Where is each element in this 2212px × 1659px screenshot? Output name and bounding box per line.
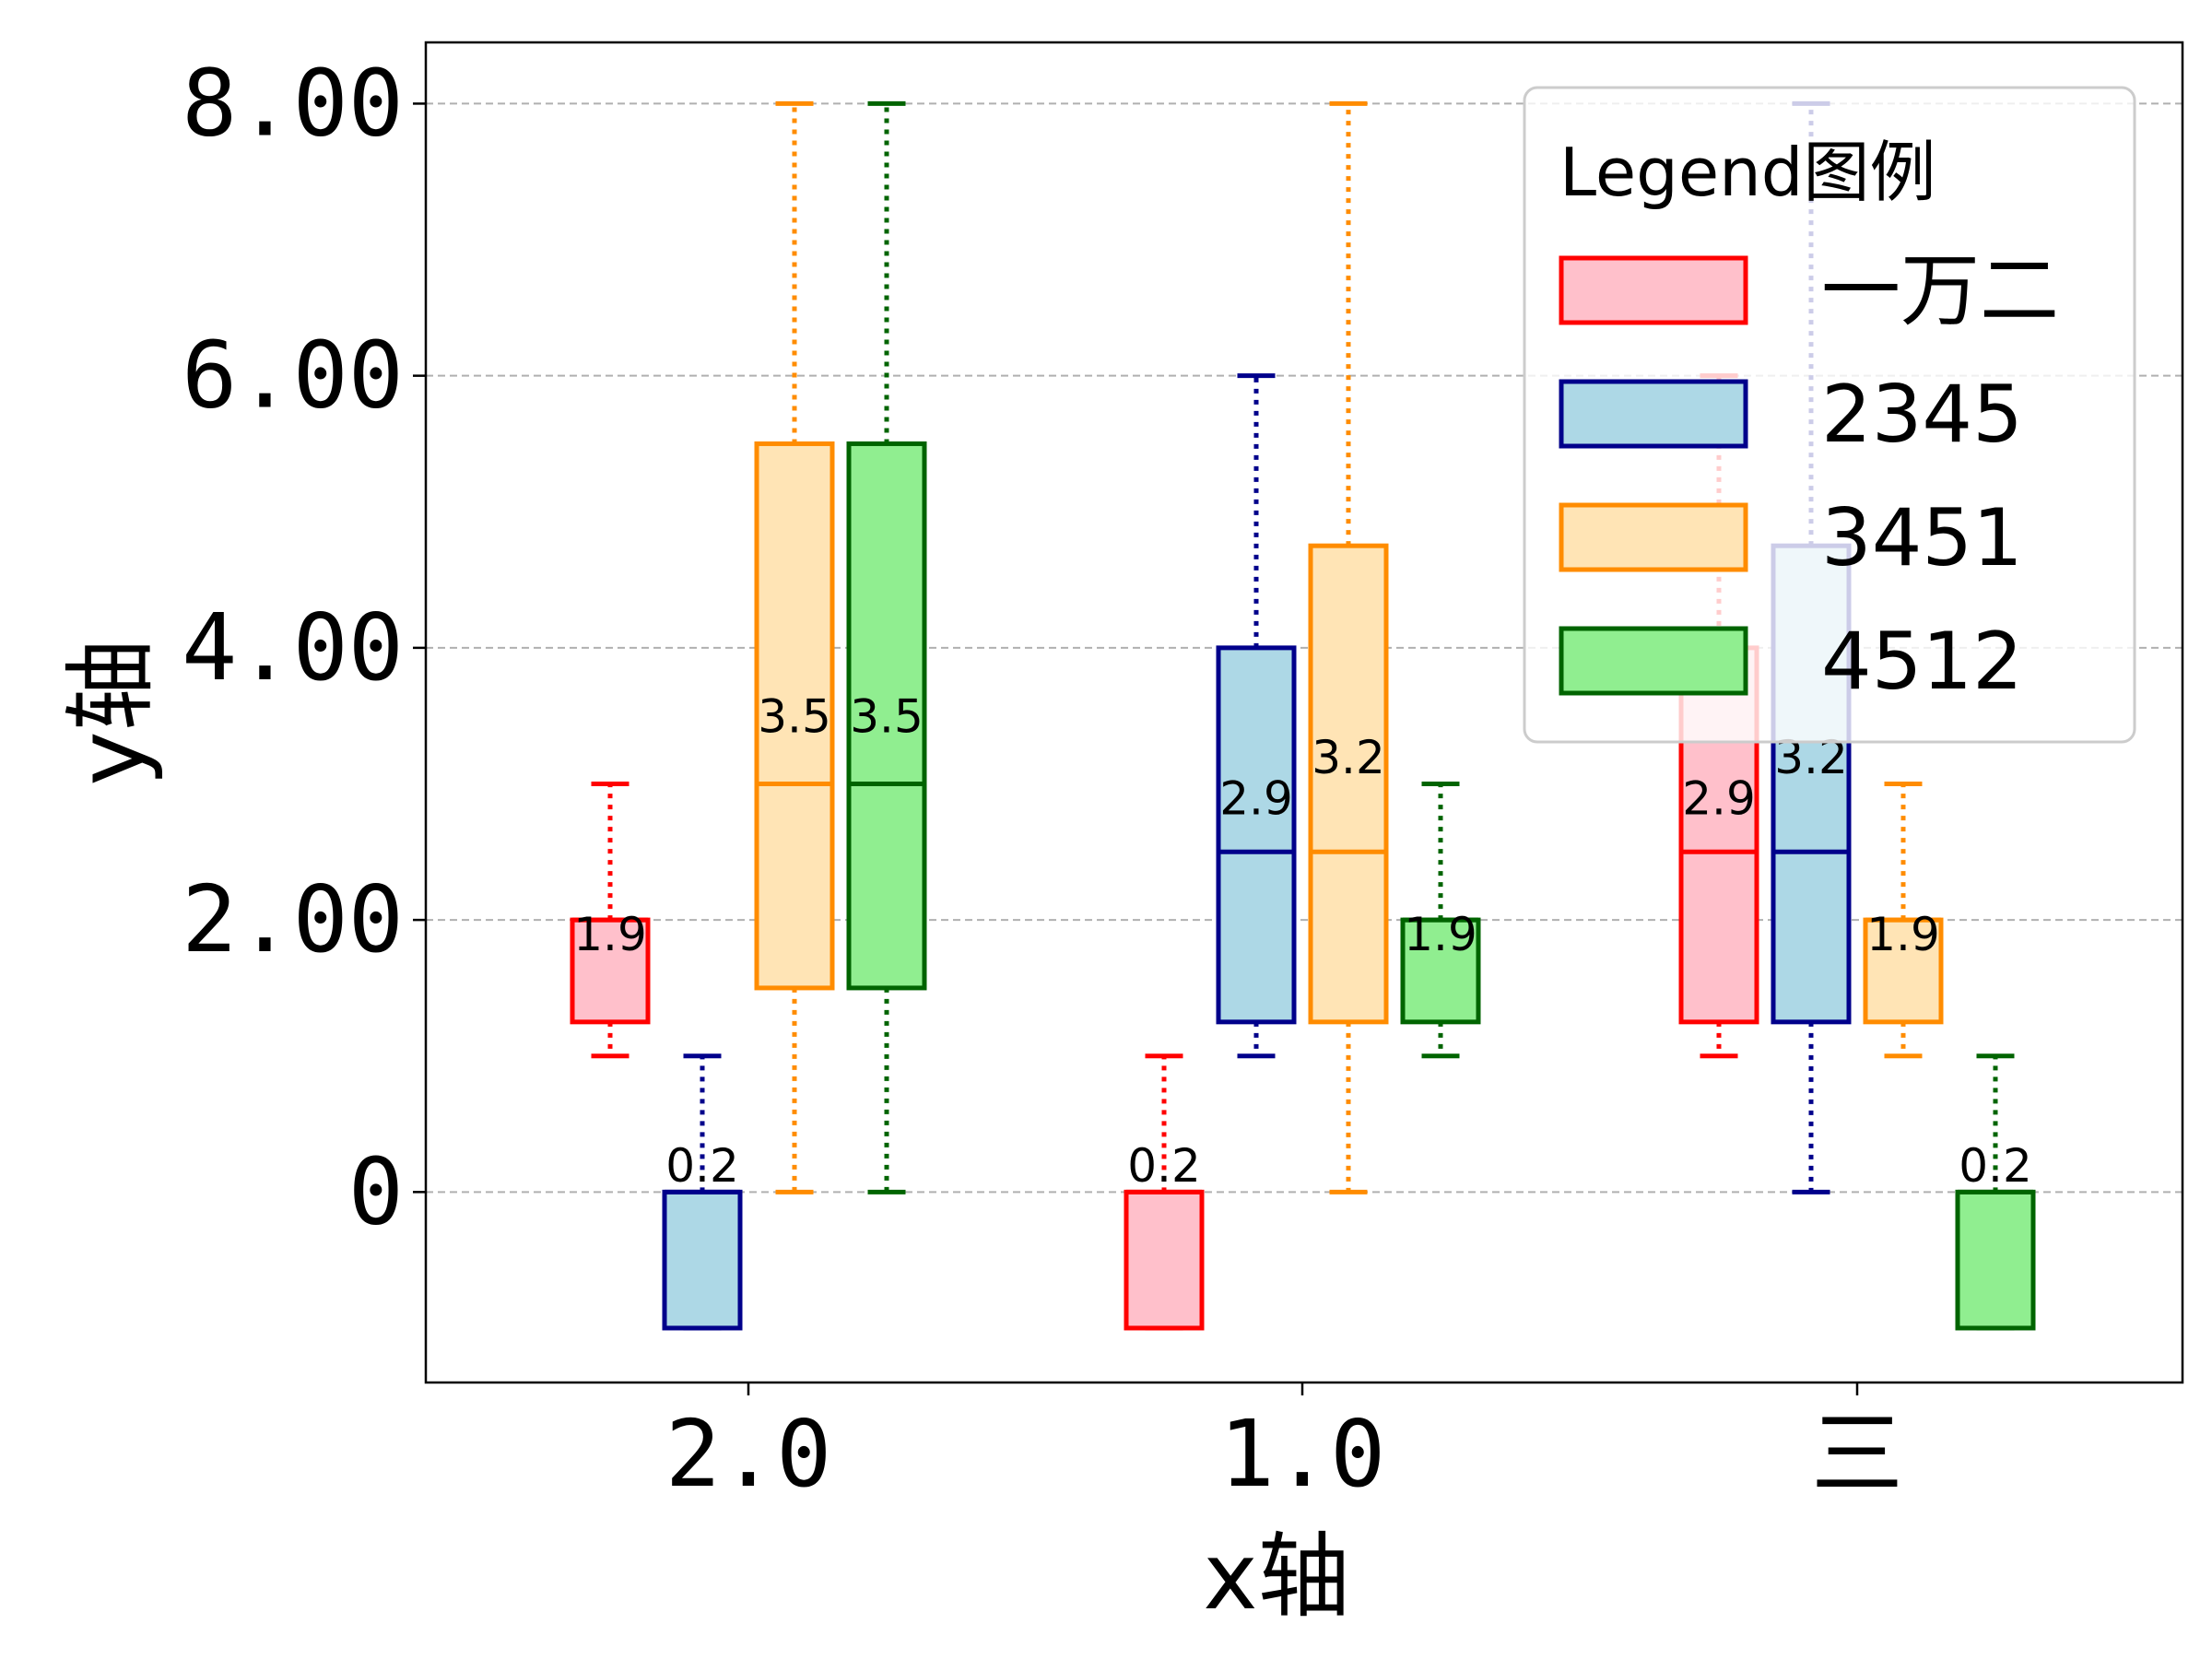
mean-label: 0.2 (1127, 1139, 1201, 1193)
x-axis-title: x轴 (1203, 1523, 1349, 1630)
plot-frame (424, 41, 2184, 1384)
legend-item-2345: 2345 (1559, 369, 2023, 461)
mean-label: 2.9 (1682, 771, 1756, 825)
y-axis-title: y轴 (57, 639, 165, 785)
mean-label: 2.9 (1219, 771, 1293, 825)
box-body (1400, 917, 1481, 1025)
y-tick-label: 6.00 (182, 322, 404, 429)
mean-label: 1.9 (573, 908, 647, 961)
box-4512-1.0 (1400, 781, 1481, 1059)
box-body (1216, 645, 1297, 1025)
box-4512-2.0 (846, 100, 927, 1194)
legend-label: 3451 (1821, 492, 2023, 584)
legend-frame (1523, 86, 2136, 744)
box-body (570, 917, 651, 1025)
legend-swatch (1559, 255, 1748, 325)
axis-ticks: 0 2.00 4.00 6.00 8.00 2.0 1.0 三 (182, 49, 1903, 1508)
box-2345-1.0 (1216, 373, 1297, 1059)
legend-item-一万二: 一万二 (1559, 245, 2059, 337)
legend-items: 一万二 2345 3451 4512 (1559, 245, 2059, 708)
legend-title: Legend图例 (1559, 134, 1936, 211)
x-tick-label: 三 (1811, 1400, 1903, 1508)
series-3451 (754, 100, 1944, 1194)
box-3451-2.0 (754, 100, 835, 1194)
mean-label: 0.2 (1959, 1139, 2032, 1193)
box-3451-1.0 (1308, 100, 1389, 1194)
box-body (754, 441, 835, 991)
box-body (846, 441, 927, 991)
box-3451-三 (1863, 781, 1944, 1059)
mean-label: 1.9 (1866, 908, 1940, 961)
box-4512-三 (1955, 1053, 2036, 1331)
y-tick-label: 2.00 (182, 865, 404, 973)
legend-swatch (1559, 379, 1748, 449)
mean-label: 0.2 (665, 1139, 739, 1193)
legend-label: 4512 (1821, 616, 2023, 708)
box-body (1955, 1189, 2036, 1331)
legend-label: 2345 (1821, 369, 2023, 461)
x-tick-label: 2.0 (665, 1400, 832, 1508)
box-body (1124, 1189, 1205, 1331)
box-一万二-1.0 (1124, 1053, 1205, 1331)
mean-label: 3.2 (1312, 731, 1385, 784)
legend-item-3451: 3451 (1559, 492, 2023, 584)
series-4512 (846, 100, 2036, 1331)
box-body (1308, 543, 1389, 1025)
mean-label: 3.5 (758, 690, 831, 744)
box-body (662, 1189, 743, 1331)
y-tick-label: 0 (348, 1137, 404, 1245)
mean-label: 3.5 (850, 690, 924, 744)
box-一万二-2.0 (570, 781, 651, 1059)
x-tick-label: 1.0 (1219, 1400, 1386, 1508)
legend-item-4512: 4512 (1559, 616, 2023, 708)
box-2345-2.0 (662, 1053, 743, 1331)
legend-swatch (1559, 626, 1748, 696)
legend: Legend图例 一万二 2345 3451 4512 (1523, 86, 2136, 744)
legend-swatch (1559, 502, 1748, 572)
y-tick-label: 8.00 (182, 49, 404, 157)
legend-label: 一万二 (1821, 245, 2059, 337)
y-tick-label: 4.00 (182, 594, 404, 701)
mean-label: 1.9 (1404, 908, 1477, 961)
